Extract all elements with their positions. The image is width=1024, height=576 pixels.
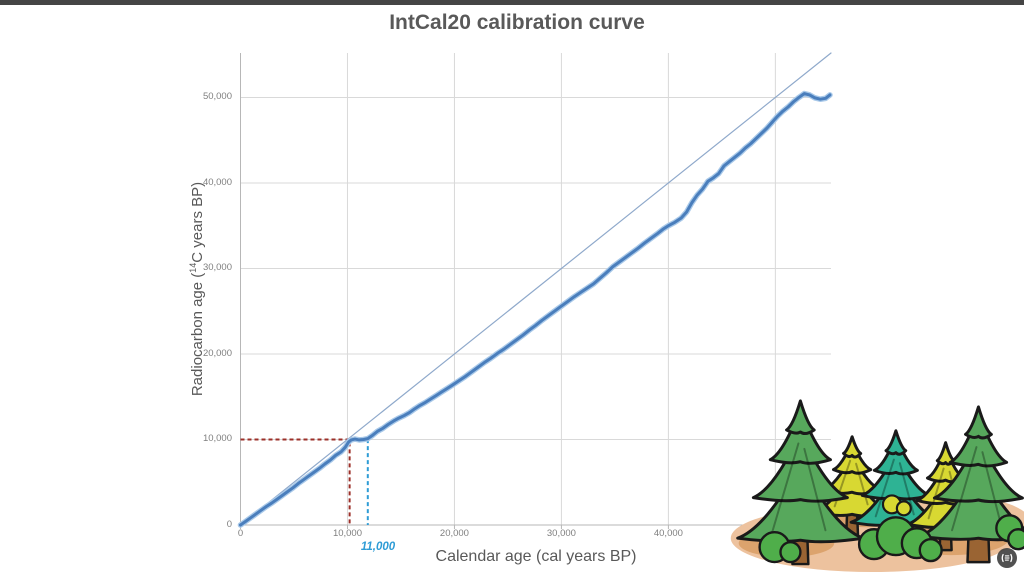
forest-illustration [730, 399, 1024, 573]
x-tick-label: 10,000 [332, 528, 362, 539]
y-tick-label: 40,000 [202, 176, 232, 188]
y-axis-title-superscript: 14 [188, 262, 198, 273]
chart-title: IntCal20 calibration curve [389, 11, 645, 34]
y-axis-title: Radiocarbon age (14C years BP) [188, 182, 206, 396]
y-tick-label: 10,000 [202, 433, 232, 445]
calibrated-age-annotation: 11,000 [360, 541, 396, 553]
y-axis-title-suffix: C years BP) [189, 181, 206, 263]
x-tick-label: 0 [237, 528, 244, 539]
x-axis-title: Calendar age (cal years BP) [435, 548, 637, 565]
y-tick-label: 50,000 [202, 91, 232, 103]
x-tick-label: 20,000 [439, 528, 469, 539]
y-axis-title-prefix: Radiocarbon age ( [189, 272, 206, 397]
top-bar [0, 0, 1024, 5]
watermark-logo-icon [996, 547, 1018, 569]
y-tick-label: 0 [226, 519, 232, 530]
x-tick-label: 40,000 [653, 528, 683, 539]
y-tick-label: 20,000 [202, 347, 232, 359]
logo-circle-icon [997, 548, 1017, 568]
x-tick-label: 30,000 [546, 528, 576, 539]
y-tick-label: 30,000 [202, 262, 232, 274]
